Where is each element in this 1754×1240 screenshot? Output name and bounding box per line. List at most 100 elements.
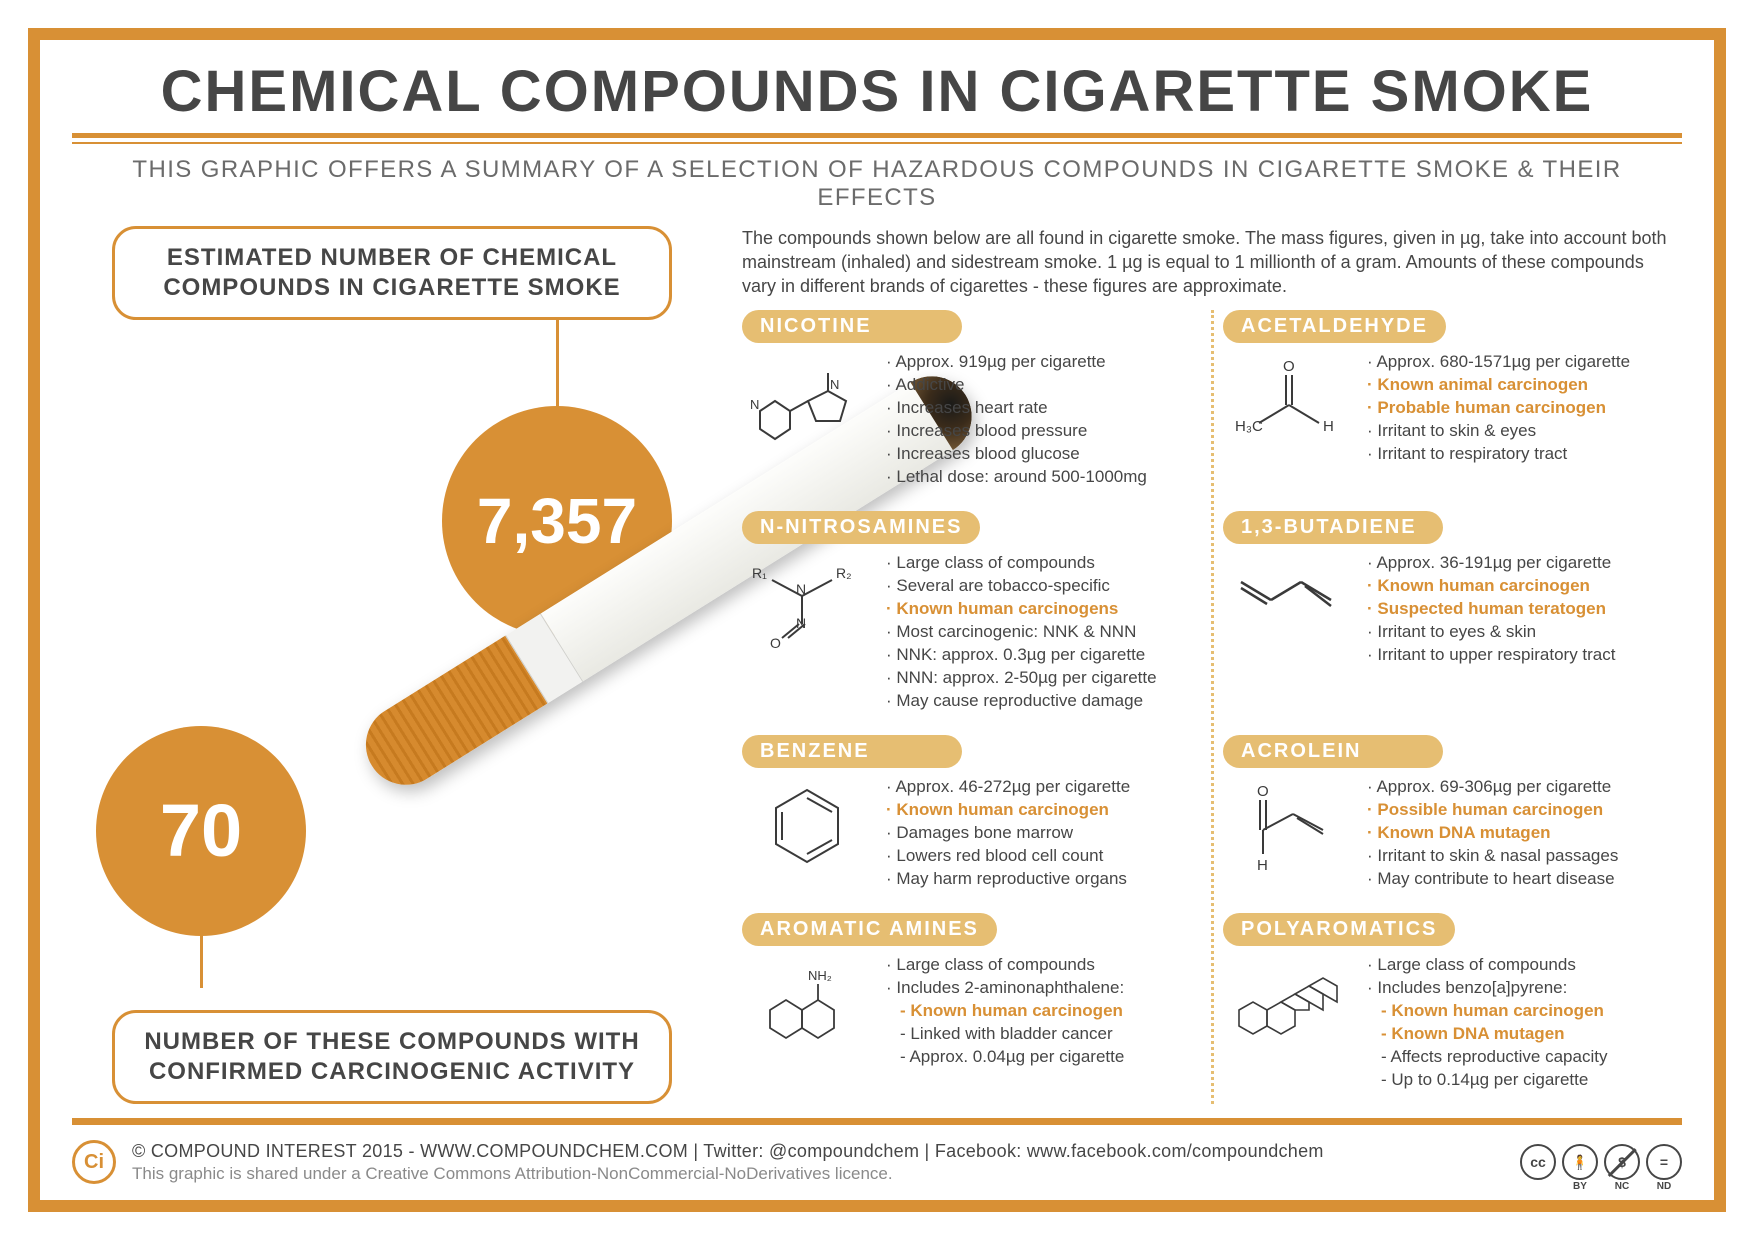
compound-bullet: Irritant to skin & eyes [1367,420,1630,443]
compound-bullet: Increases blood glucose [886,443,1147,466]
cc-licence-icons: cc🧍BY$NC=ND [1520,1144,1682,1180]
compound-bullet: May harm reproductive organs [886,868,1130,891]
compound-bullet: Irritant to respiratory tract [1367,443,1630,466]
compound-bullet: Known human carcinogen [886,1000,1124,1023]
compound-card: AROMATIC AMINES NH₂ Large class of compoun… [742,913,1201,1104]
svg-text:H: H [1323,418,1334,435]
compound-body: Large class of compoundsIncludes benzo[a… [1223,954,1682,1092]
compound-card: N-NITROSAMINESR₁R₂NNOLarge class of comp… [742,511,1201,725]
compound-body: NH₂ Large class of compoundsIncludes 2-am… [742,954,1201,1069]
compound-bullet: NNN: approx. 2-50µg per cigarette [886,667,1157,690]
compound-body: Approx. 36-191µg per cigaretteKnown huma… [1223,552,1682,667]
compound-card: POLYAROMATICS Large class of compoundsInc… [1223,913,1682,1104]
svg-text:R₂: R₂ [836,565,852,581]
compound-bullets: Approx. 919µg per cigaretteAddictiveIncr… [886,351,1147,489]
svg-text:H₃C: H₃C [1235,418,1263,435]
compound-bullet: Probable human carcinogen [1367,397,1630,420]
footer-line-2: This graphic is shared under a Creative … [132,1163,1504,1186]
compound-bullet: Increases heart rate [886,397,1147,420]
compound-bullets: Large class of compoundsIncludes 2-amino… [886,954,1124,1069]
compound-bullet: Known DNA mutagen [1367,822,1618,845]
compound-bullet: Most carcinogenic: NNK & NNN [886,621,1157,644]
chemical-structure-icon: O H₃C H [1223,351,1353,451]
compound-bullet: Known human carcinogens [886,598,1157,621]
chemical-structure-icon: NN [742,351,872,451]
compound-body: NNApprox. 919µg per cigaretteAddictiveIn… [742,351,1201,489]
compound-bullets: Approx. 36-191µg per cigaretteKnown huma… [1367,552,1615,667]
compound-bullet: Linked with bladder cancer [886,1023,1124,1046]
compound-bullet: Approx. 0.04µg per cigarette [886,1046,1124,1069]
compound-bullets: Approx. 46-272µg per cigaretteKnown huma… [886,776,1130,891]
compound-header: ACROLEIN [1223,735,1443,768]
column-divider [1211,310,1214,1104]
cc-cc-icon: cc [1520,1144,1556,1180]
compound-bullet: Lowers red blood cell count [886,845,1130,868]
compound-body: O H₃C H Approx. 680-1571µg per cigaretteKno… [1223,351,1682,466]
compound-bullet: Approx. 69-306µg per cigarette [1367,776,1618,799]
compound-body: Approx. 46-272µg per cigaretteKnown huma… [742,776,1201,891]
compound-bullet: Addictive [886,374,1147,397]
compound-bullets: Approx. 69-306µg per cigarettePossible h… [1367,776,1618,891]
compound-body: R₁R₂NNOLarge class of compoundsSeveral a… [742,552,1201,713]
compound-bullet: Irritant to eyes & skin [1367,621,1615,644]
compound-bullet: Known DNA mutagen [1367,1023,1607,1046]
compound-bullets: Approx. 680-1571µg per cigaretteKnown an… [1367,351,1630,466]
compound-bullet: Large class of compounds [886,954,1124,977]
chemical-structure-icon [742,776,872,876]
chemical-structure-icon [1223,552,1353,652]
intro-text: The compounds shown below are all found … [742,226,1682,299]
carcinogenic-count-box: NUMBER OF THESE COMPOUNDS WITH CONFIRMED… [112,1010,672,1104]
footer-line-1: © COMPOUND INTEREST 2015 - WWW.COMPOUNDC… [132,1139,1504,1163]
compound-bullet: May cause reproductive damage [886,690,1157,713]
svg-text:O: O [770,635,781,651]
compound-bullet: Known animal carcinogen [1367,374,1630,397]
compound-card: ACROLEINOHApprox. 69-306µg per cigarette… [1223,735,1682,903]
compound-bullets: Large class of compoundsSeveral are toba… [886,552,1157,713]
compound-bullet: Irritant to upper respiratory tract [1367,644,1615,667]
svg-text:N: N [830,377,839,392]
compound-card: ACETALDEHYDE O H₃C H Approx. 680-1571µg per … [1223,310,1682,501]
cc-nc-icon: $NC [1604,1144,1640,1180]
compound-bullets: Large class of compoundsIncludes benzo[a… [1367,954,1607,1092]
compound-bullet: Includes benzo[a]pyrene: [1367,977,1607,1000]
svg-text:O: O [1283,358,1295,375]
connector-bottom [200,932,203,988]
compound-bullet: Approx. 680-1571µg per cigarette [1367,351,1630,374]
compound-card: NICOTINENNApprox. 919µg per cigaretteAdd… [742,310,1201,501]
compound-card: 1,3-BUTADIENEApprox. 36-191µg per cigare… [1223,511,1682,725]
chemical-structure-icon: R₁R₂NNO [742,552,872,652]
estimated-compounds-box: ESTIMATED NUMBER OF CHEMICAL COMPOUNDS I… [112,226,672,320]
compound-header: BENZENE [742,735,962,768]
carcinogenic-count-value: 70 [96,726,306,936]
compound-bullet: Lethal dose: around 500-1000mg [886,466,1147,489]
svg-text:N: N [750,397,759,412]
footer: Ci © COMPOUND INTEREST 2015 - WWW.COMPOU… [72,1131,1682,1186]
compound-bullet: Damages bone marrow [886,822,1130,845]
compound-header: ACETALDEHYDE [1223,310,1446,343]
svg-text:R₁: R₁ [752,565,767,581]
compound-bullet: May contribute to heart disease [1367,868,1618,891]
cc-by-icon: 🧍BY [1562,1144,1598,1180]
footer-text: © COMPOUND INTEREST 2015 - WWW.COMPOUNDC… [132,1139,1504,1186]
connector-top [556,318,559,410]
compound-bullet: Known human carcinogen [1367,575,1615,598]
compound-bullet: Large class of compounds [1367,954,1607,977]
compounds-grid: NICOTINENNApprox. 919µg per cigaretteAdd… [742,310,1682,1104]
ci-logo-icon: Ci [72,1140,116,1184]
left-panel: ESTIMATED NUMBER OF CHEMICAL COMPOUNDS I… [72,226,714,1105]
compound-bullet: Possible human carcinogen [1367,799,1618,822]
compound-bullet: Irritant to skin & nasal passages [1367,845,1618,868]
compound-body: OHApprox. 69-306µg per cigarettePossible… [1223,776,1682,891]
compound-bullet: NNK: approx. 0.3µg per cigarette [886,644,1157,667]
compound-bullet: Approx. 36-191µg per cigarette [1367,552,1615,575]
compound-header: POLYAROMATICS [1223,913,1455,946]
compound-bullet: Several are tobacco-specific [886,575,1157,598]
compound-bullet: Large class of compounds [886,552,1157,575]
compound-bullet: Affects reproductive capacity [1367,1046,1607,1069]
compound-header: AROMATIC AMINES [742,913,997,946]
svg-text:H: H [1257,857,1268,874]
chemical-structure-icon [1223,954,1353,1054]
svg-text:N: N [796,615,806,631]
svg-text:NH₂: NH₂ [808,968,832,983]
compound-card: BENZENE Approx. 46-272µg per cigaretteKno… [742,735,1201,903]
